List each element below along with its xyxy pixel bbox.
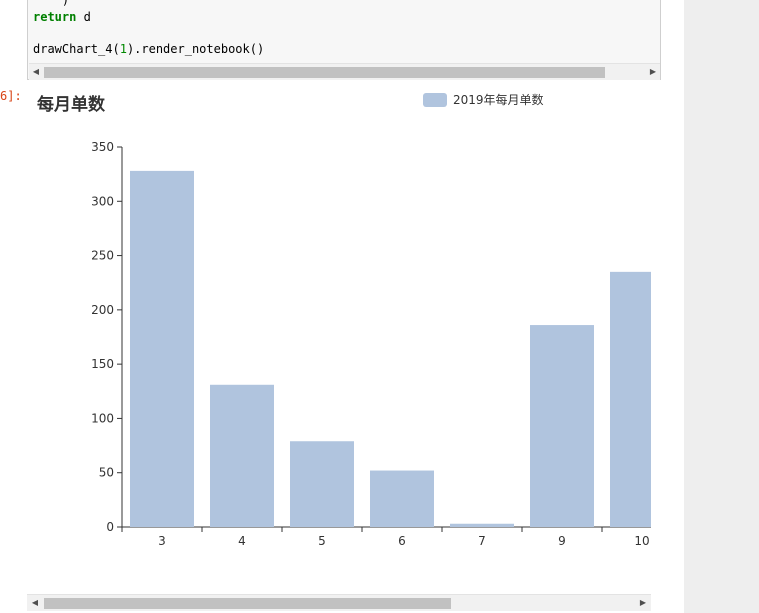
call-suffix: ).render_notebook()	[126, 42, 265, 56]
x-tick-label: 10	[634, 534, 649, 548]
scrollbar-thumb[interactable]	[44, 67, 605, 78]
bar	[530, 325, 594, 527]
x-tick-label: 6	[398, 534, 406, 548]
y-tick-label: 100	[91, 411, 114, 425]
scroll-right-arrow-icon[interactable]: ▶	[649, 67, 657, 76]
code-horizontal-scrollbar[interactable]: ◀ ▶	[29, 63, 660, 80]
x-tick-label: 5	[318, 534, 326, 548]
bar	[290, 441, 354, 527]
bar	[450, 523, 514, 527]
y-tick-label: 300	[91, 194, 114, 208]
y-tick-label: 250	[91, 249, 114, 263]
bar	[370, 470, 434, 527]
bar-series	[130, 170, 651, 527]
scrollbar-thumb[interactable]	[44, 598, 451, 609]
legend-label: 2019年每月单数	[453, 93, 544, 107]
y-tick-label: 0	[106, 520, 114, 534]
bar	[210, 384, 274, 527]
chart-legend[interactable]: 2019年每月单数	[423, 91, 544, 108]
code-line-closing-paren: )	[33, 0, 70, 7]
x-axis: 3 4 5 6 7 9 10	[121, 526, 651, 548]
return-variable: d	[76, 10, 91, 24]
scroll-left-arrow-icon[interactable]: ◀	[32, 67, 40, 76]
bar	[610, 271, 651, 527]
chart-title: 每月单数	[37, 95, 105, 115]
scroll-left-arrow-icon[interactable]: ◀	[31, 598, 39, 607]
return-keyword: return	[33, 10, 77, 24]
x-tick-label: 3	[158, 534, 166, 548]
output-prompt: 6]:	[0, 89, 22, 103]
x-tick-label: 9	[558, 534, 566, 548]
y-tick-label: 50	[99, 466, 114, 480]
y-axis: 0 50 100 150 200 250 300 350	[91, 140, 123, 534]
code-cell[interactable]: ) return d drawChart_4(1).render_noteboo…	[27, 0, 661, 80]
legend-swatch	[423, 92, 447, 107]
bar	[130, 170, 194, 527]
output-horizontal-scrollbar[interactable]: ◀ ▶	[27, 594, 651, 611]
x-tick-label: 4	[238, 534, 246, 548]
y-tick-label: 350	[91, 140, 114, 154]
scroll-right-arrow-icon[interactable]: ▶	[639, 598, 647, 607]
notebook-right-gutter	[684, 0, 759, 613]
y-tick-label: 200	[91, 303, 114, 317]
code-line-render-call: drawChart_4(1).render_notebook()	[33, 42, 264, 56]
code-line-return: return d	[33, 10, 91, 24]
y-tick-label: 150	[91, 357, 114, 371]
call-prefix: drawChart_4(	[33, 42, 120, 56]
call-arg: 1	[119, 42, 127, 56]
x-tick-label: 7	[478, 534, 486, 548]
